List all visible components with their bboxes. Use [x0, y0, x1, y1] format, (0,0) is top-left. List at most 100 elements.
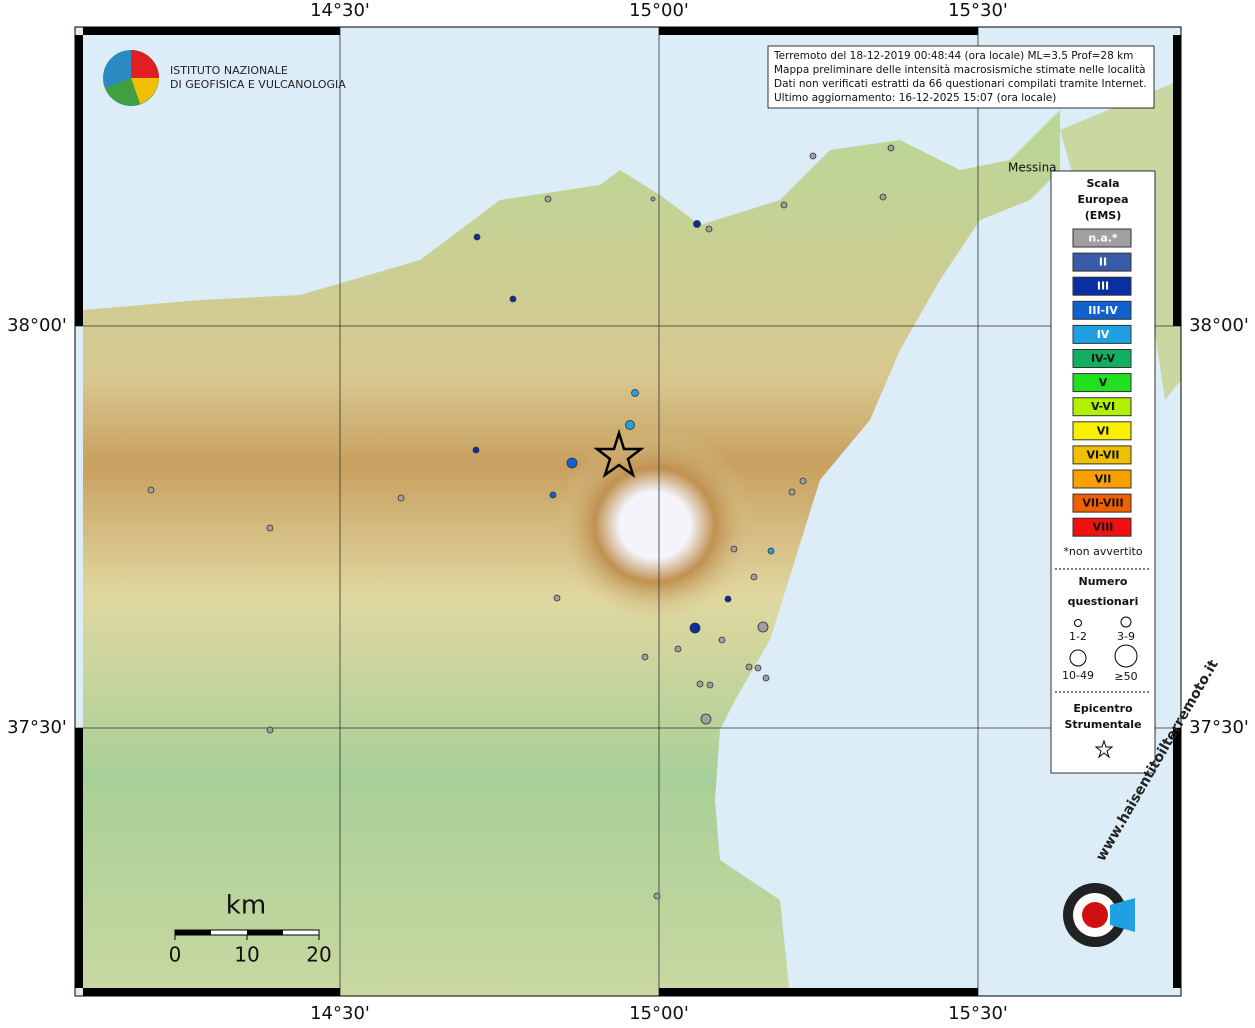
observation — [788, 488, 796, 496]
observation — [809, 152, 817, 160]
lat-label: 38°00' — [1189, 315, 1249, 336]
volcano — [555, 430, 755, 620]
observation — [641, 653, 649, 661]
observation — [566, 457, 578, 469]
legend-title: questionari — [1068, 595, 1139, 608]
observation — [674, 645, 682, 653]
legend-title: Scala — [1086, 177, 1119, 190]
legend-label: VI — [1097, 424, 1110, 437]
size-symbol — [1069, 649, 1087, 667]
logo: ISTITUTO NAZIONALE DI GEOFISICA E VULCAN… — [103, 50, 346, 106]
observation — [544, 195, 552, 203]
info-line: Ultimo aggiornamento: 16-12-2025 15:07 (… — [774, 92, 1056, 104]
observation — [750, 573, 758, 581]
lon-label: 14°30' — [310, 1003, 370, 1024]
legend-swatch — [1072, 373, 1132, 393]
observation — [631, 389, 639, 397]
lon-label: 15°00' — [629, 0, 689, 21]
size-label: 3-9 — [1117, 630, 1135, 643]
scale-label: 10 — [234, 943, 259, 967]
lon-label: 15°00' — [629, 1003, 689, 1024]
observation — [473, 233, 481, 241]
epicenter-symbol — [1094, 739, 1114, 759]
observation — [718, 636, 726, 644]
legend-label: II — [1099, 256, 1107, 269]
observation — [549, 491, 557, 499]
legend-label: VII — [1095, 473, 1112, 486]
legend-swatch — [1072, 469, 1132, 489]
legend-swatch — [1072, 517, 1132, 537]
observation — [553, 594, 561, 602]
legend-title: Epicentro — [1073, 702, 1133, 715]
observation — [705, 225, 713, 233]
observation — [745, 663, 753, 671]
legend-title: Numero — [1079, 575, 1128, 588]
observation — [767, 547, 775, 555]
observation — [689, 622, 701, 634]
size-label: 10-49 — [1062, 669, 1094, 682]
observation — [762, 674, 770, 682]
observation — [472, 446, 480, 454]
legend-label: III-IV — [1088, 304, 1118, 317]
legend-swatch — [1072, 276, 1132, 296]
observation — [397, 494, 405, 502]
lon-label: 14°30' — [310, 0, 370, 21]
legend-label: VIII — [1093, 521, 1114, 534]
info-line: Terremoto del 18-12-2019 00:48:44 (ora l… — [773, 50, 1133, 62]
frame — [74, 26, 1182, 997]
observation — [799, 477, 807, 485]
observation — [650, 196, 656, 202]
legend-note: *non avvertito — [1063, 545, 1142, 558]
scale-bar — [174, 929, 320, 936]
legend-label: V-VI — [1091, 400, 1115, 413]
legend-swatch — [1072, 397, 1132, 417]
observation — [780, 201, 788, 209]
observation — [706, 681, 714, 689]
observation — [693, 220, 701, 228]
info-line: Dati non verificati estratti da 66 quest… — [774, 78, 1147, 90]
size-label: 1-2 — [1069, 630, 1087, 643]
observation — [887, 144, 895, 152]
legend-swatch — [1072, 252, 1132, 272]
observation — [696, 680, 704, 688]
scale-label: 20 — [306, 943, 331, 967]
observation — [266, 726, 274, 734]
size-label: ≥50 — [1114, 670, 1137, 683]
legend-swatch — [1072, 228, 1132, 248]
graticule — [75, 27, 1181, 996]
observation — [724, 595, 732, 603]
logo-text: DI GEOFISICA E VULCANOLOGIA — [170, 78, 346, 91]
legend-swatch — [1072, 349, 1132, 368]
lon-label: 15°30' — [948, 1003, 1008, 1024]
legend-title: Strumentale — [1064, 718, 1141, 731]
legend-label: n.a.* — [1088, 232, 1118, 245]
size-symbol — [1114, 644, 1138, 668]
observation — [147, 486, 155, 494]
legend-title: (EMS) — [1085, 209, 1121, 222]
place-label: Messina — [1008, 161, 1057, 175]
lat-label: 38°00' — [7, 315, 67, 336]
scale-unit: km — [226, 891, 266, 921]
legend-swatch — [1072, 300, 1132, 320]
legend-swatch — [1072, 324, 1132, 344]
legend-label: IV-V — [1091, 352, 1116, 365]
legend-label: III — [1097, 280, 1109, 293]
legend-swatch — [1072, 445, 1132, 465]
legend-swatch — [1072, 421, 1132, 441]
observation — [730, 545, 738, 553]
legend-label: VI-VII — [1086, 448, 1119, 461]
observation — [625, 420, 635, 430]
size-symbol — [1074, 619, 1082, 627]
observation — [700, 713, 712, 725]
size-symbol — [1120, 616, 1132, 628]
observation — [757, 621, 769, 633]
info-line: Mappa preliminare delle intensità macros… — [774, 64, 1146, 76]
legend-label: IV — [1097, 328, 1110, 341]
observation — [509, 295, 517, 303]
epicenter — [593, 428, 645, 479]
lat-label: 37°30' — [7, 717, 67, 738]
observation — [653, 892, 661, 900]
observation — [879, 193, 887, 201]
